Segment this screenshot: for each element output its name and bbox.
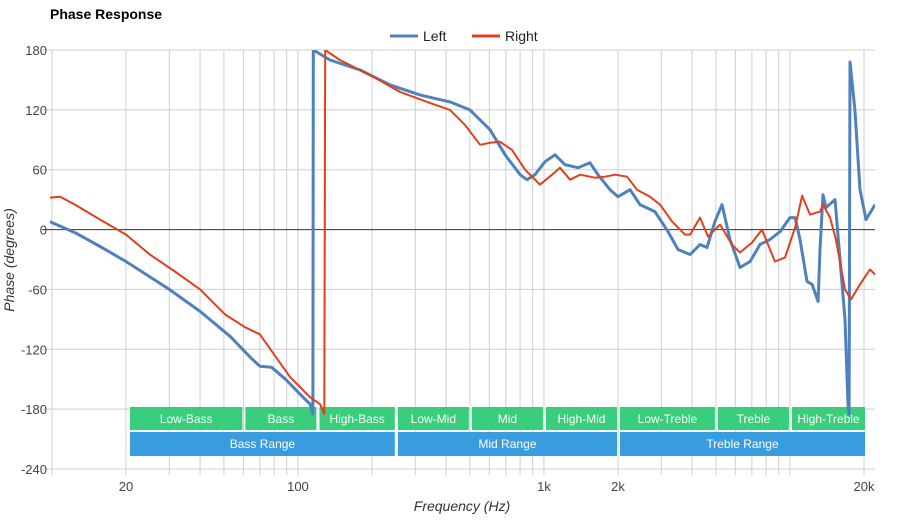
series-lines [50, 50, 875, 416]
band-label: Low-Treble [638, 412, 698, 426]
band-label: High-Bass [329, 412, 384, 426]
band-low-mid [397, 407, 469, 430]
series-line-right [50, 50, 875, 416]
range-label: Treble Range [706, 437, 779, 451]
range-label: Mid Range [478, 437, 536, 451]
band-high-treble [791, 407, 865, 430]
grid [42, 49, 875, 475]
band-label: Treble [737, 412, 771, 426]
y-tick-label: -60 [28, 282, 47, 297]
y-tick-label: 180 [25, 43, 47, 58]
x-tick-label: 20 [119, 479, 133, 494]
band-label: High-Mid [557, 412, 605, 426]
legend-label: Right [505, 28, 538, 44]
x-tick-label: 100 [287, 479, 309, 494]
range-label: Bass Range [230, 437, 296, 451]
range-mid-range [397, 432, 617, 456]
range-bass-range [130, 432, 395, 456]
legend-label: Left [423, 28, 446, 44]
band-low-bass [130, 407, 243, 430]
x-tick-label: 2k [611, 479, 625, 494]
y-tick-label: 60 [33, 163, 47, 178]
band-label: High-Treble [797, 412, 860, 426]
band-label: Bass [268, 412, 295, 426]
y-tick-label: 120 [25, 103, 47, 118]
x-axis-label: Frequency (Hz) [414, 498, 510, 514]
band-high-bass [319, 407, 395, 430]
band-label: Low-Mid [411, 412, 456, 426]
y-tick-label: -120 [21, 342, 47, 357]
frequency-bands: Low-Bass Bass High-Bass Low-Mid Mid High-Mid L… [130, 407, 865, 456]
x-tick-label: 1k [537, 479, 551, 494]
range-treble-range [620, 432, 865, 456]
band-bass [245, 407, 317, 430]
band-treble [717, 407, 789, 430]
y-axis-label: Phase (degrees) [1, 208, 17, 312]
band-low-treble [620, 407, 715, 430]
band-high-mid [545, 407, 617, 430]
y-tick-label: -180 [21, 402, 47, 417]
band-mid [471, 407, 543, 430]
series-line-left [50, 50, 875, 416]
band-label: Mid [498, 412, 517, 426]
axes: 180 120 60 0 -60 -120 -180 -240 20 100 1k 2k 20k [21, 43, 875, 494]
y-tick-label: 0 [40, 223, 47, 238]
legend: Left Right [390, 28, 538, 44]
y-tick-label: -240 [21, 462, 47, 477]
x-tick-label: 20k [854, 479, 875, 494]
band-label: Low-Bass [160, 412, 213, 426]
chart-title: Phase Response [50, 6, 162, 22]
